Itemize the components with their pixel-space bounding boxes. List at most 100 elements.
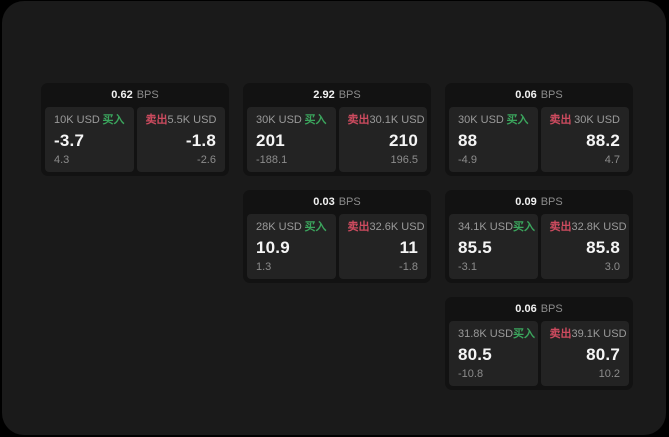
sell-panel-header: 卖出 32.6K USD	[347, 221, 425, 233]
quote-panels: 10K USD 买入 -3.7 4.3 卖出 5.5K USD -1.8 -2.…	[45, 107, 225, 172]
buy-side-label: 买入	[304, 221, 327, 233]
buy-amount: 10K USD	[54, 114, 100, 126]
sell-price: 11	[399, 238, 418, 257]
sell-amount: 30.1K USD	[369, 114, 425, 126]
buy-panel-header: 10K USD 买入	[54, 115, 125, 126]
sell-side-label: 卖出	[347, 221, 370, 233]
sell-panel[interactable]: 卖出 32.8K USD 85.8 3.0	[540, 214, 629, 279]
sell-change: -2.6	[197, 154, 216, 166]
bps-card: 0.62 BPS 10K USD 买入 -3.7 4.3 卖出 5.5K USD…	[41, 83, 229, 176]
sell-price: 80.7	[586, 345, 620, 364]
bps-unit-label: BPS	[540, 302, 563, 315]
bps-unit-label: BPS	[540, 195, 563, 208]
sell-panel[interactable]: 卖出 5.5K USD -1.8 -2.6	[136, 107, 225, 172]
sell-panel-header: 卖出 5.5K USD	[146, 115, 217, 126]
buy-change: 4.3	[54, 154, 70, 166]
sell-amount: 39.1K USD	[571, 328, 627, 340]
sell-side-label: 卖出	[549, 221, 572, 233]
bps-card: 0.06 BPS 30K USD 买入 88 -4.9 卖出 30K USD 8…	[445, 83, 633, 176]
sell-panel-header: 卖出 30.1K USD	[347, 114, 425, 126]
buy-panel-header: 28K USD 买入	[256, 222, 327, 233]
bps-value: 0.09	[515, 195, 537, 208]
buy-change: 1.3	[256, 261, 272, 273]
sell-panel-header: 卖出 30K USD	[550, 115, 621, 126]
sell-side-label: 卖出	[549, 328, 572, 340]
sell-price: -1.8	[185, 131, 216, 150]
sell-side-label: 卖出	[145, 114, 168, 126]
sell-amount: 30K USD	[574, 114, 620, 126]
buy-amount: 28K USD	[256, 221, 302, 233]
quote-panels: 28K USD 买入 10.9 1.3 卖出 32.6K USD 11 -1.8	[247, 214, 427, 279]
sell-change: -1.8	[399, 261, 418, 273]
card-header: 0.06 BPS	[449, 83, 629, 107]
quote-panels: 30K USD 买入 201 -188.1 卖出 30.1K USD 210 1…	[247, 107, 427, 172]
sell-amount: 5.5K USD	[167, 114, 217, 126]
buy-panel[interactable]: 10K USD 买入 -3.7 4.3	[45, 107, 134, 172]
sell-price: 85.8	[586, 238, 620, 257]
sell-amount: 32.8K USD	[571, 221, 627, 233]
bps-unit-label: BPS	[338, 88, 361, 101]
buy-panel[interactable]: 31.8K USD 买入 80.5 -10.8	[449, 321, 538, 386]
sell-panel[interactable]: 卖出 30K USD 88.2 4.7	[540, 107, 629, 172]
bps-value: 0.06	[515, 302, 537, 315]
buy-change: -188.1	[256, 154, 288, 166]
bps-unit-label: BPS	[136, 88, 159, 101]
buy-panel[interactable]: 30K USD 买入 201 -188.1	[247, 107, 336, 172]
sell-panel[interactable]: 卖出 32.6K USD 11 -1.8	[338, 214, 427, 279]
buy-price: 85.5	[458, 238, 492, 257]
bps-card: 2.92 BPS 30K USD 买入 201 -188.1 卖出 30.1K …	[243, 83, 431, 176]
quote-panels: 30K USD 买入 88 -4.9 卖出 30K USD 88.2 4.7	[449, 107, 629, 172]
bps-card: 0.03 BPS 28K USD 买入 10.9 1.3 卖出 32.6K US…	[243, 190, 431, 283]
buy-price: -3.7	[54, 131, 85, 150]
bps-value: 0.03	[313, 195, 335, 208]
sell-change: 4.7	[604, 154, 620, 166]
sell-change: 10.2	[598, 368, 620, 380]
buy-panel-header: 30K USD 买入	[256, 115, 327, 126]
buy-change: -3.1	[458, 261, 477, 273]
buy-side-label: 买入	[513, 221, 536, 233]
bps-unit-label: BPS	[338, 195, 361, 208]
quote-panels: 31.8K USD 买入 80.5 -10.8 卖出 39.1K USD 80.…	[449, 321, 629, 386]
sell-panel[interactable]: 卖出 39.1K USD 80.7 10.2	[540, 321, 629, 386]
bps-unit-label: BPS	[540, 88, 563, 101]
sell-panel-header: 卖出 32.8K USD	[549, 221, 627, 233]
card-header: 0.03 BPS	[247, 190, 427, 214]
sell-panel[interactable]: 卖出 30.1K USD 210 196.5	[338, 107, 427, 172]
sell-side-label: 卖出	[549, 114, 572, 126]
bps-value: 2.92	[313, 88, 335, 101]
sell-price: 210	[389, 131, 418, 150]
sell-panel-header: 卖出 39.1K USD	[549, 328, 627, 340]
buy-change: -10.8	[458, 368, 484, 380]
bps-value: 0.06	[515, 88, 537, 101]
card-header: 2.92 BPS	[247, 83, 427, 107]
sell-change: 196.5	[390, 154, 418, 166]
card-header: 0.62 BPS	[45, 83, 225, 107]
buy-side-label: 买入	[102, 114, 125, 126]
card-header: 0.06 BPS	[449, 297, 629, 321]
card-header: 0.09 BPS	[449, 190, 629, 214]
buy-price: 201	[256, 131, 285, 150]
buy-price: 88	[458, 131, 478, 150]
sell-amount: 32.6K USD	[369, 221, 425, 233]
buy-side-label: 买入	[304, 114, 327, 126]
sell-price: 88.2	[586, 131, 620, 150]
buy-side-label: 买入	[506, 114, 529, 126]
bps-card: 0.06 BPS 31.8K USD 买入 80.5 -10.8 卖出 39.1…	[445, 297, 633, 390]
buy-panel[interactable]: 34.1K USD 买入 85.5 -3.1	[449, 214, 538, 279]
sell-side-label: 卖出	[347, 114, 370, 126]
buy-amount: 34.1K USD	[458, 221, 514, 233]
buy-panel[interactable]: 28K USD 买入 10.9 1.3	[247, 214, 336, 279]
bps-card: 0.09 BPS 34.1K USD 买入 85.5 -3.1 卖出 32.8K…	[445, 190, 633, 283]
buy-panel-header: 31.8K USD 买入	[458, 328, 535, 340]
buy-amount: 31.8K USD	[458, 328, 514, 340]
buy-amount: 30K USD	[256, 114, 302, 126]
bps-value: 0.62	[111, 88, 133, 101]
buy-price: 80.5	[458, 345, 492, 364]
buy-side-label: 买入	[513, 328, 536, 340]
buy-change: -4.9	[458, 154, 477, 166]
buy-panel-header: 30K USD 买入	[458, 115, 529, 126]
buy-panel-header: 34.1K USD 买入	[458, 221, 535, 233]
quote-panels: 34.1K USD 买入 85.5 -3.1 卖出 32.8K USD 85.8…	[449, 214, 629, 279]
buy-panel[interactable]: 30K USD 买入 88 -4.9	[449, 107, 538, 172]
